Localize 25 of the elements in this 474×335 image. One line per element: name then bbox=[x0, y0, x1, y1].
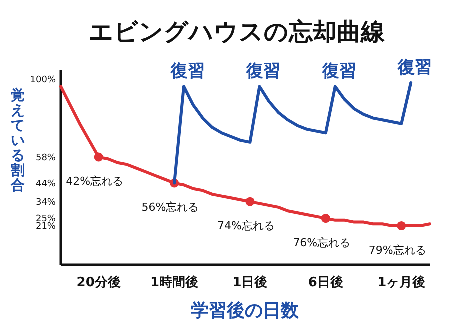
y-axis-title: 覚えている割合 bbox=[10, 87, 25, 194]
y-tick-label: 58% bbox=[36, 153, 56, 164]
y-tick-label: 44% bbox=[36, 179, 56, 190]
annotation: 復習 bbox=[321, 62, 356, 82]
annotation: 76%忘れる bbox=[293, 236, 351, 250]
annotation: 56%忘れる bbox=[142, 201, 200, 214]
y-tick-label: 34% bbox=[36, 198, 56, 208]
annotation: 復習 bbox=[397, 58, 432, 78]
annotation: 42%忘れる bbox=[66, 175, 124, 188]
x-tick-label: 6日後 bbox=[308, 274, 344, 291]
point bbox=[246, 197, 255, 206]
x-tick-label: 1時間後 bbox=[150, 274, 199, 291]
chart-title: エビングハウスの忘却曲線 bbox=[89, 18, 386, 46]
x-axis-title: 学習後の日数 bbox=[191, 300, 300, 322]
x-tick-label: 1ヶ月後 bbox=[378, 274, 426, 291]
point bbox=[397, 221, 406, 231]
annotation: 復習 bbox=[170, 62, 205, 82]
x-tick-label: 20分後 bbox=[76, 274, 121, 291]
annotation: 復習 bbox=[246, 62, 281, 82]
x-tick-label: 1日後 bbox=[232, 274, 268, 291]
annotation: 79%忘れる bbox=[368, 244, 426, 257]
point bbox=[94, 152, 104, 162]
point bbox=[321, 214, 330, 224]
y-tick-label: 100% bbox=[30, 75, 56, 86]
annotation: 74%忘れる bbox=[218, 220, 275, 233]
